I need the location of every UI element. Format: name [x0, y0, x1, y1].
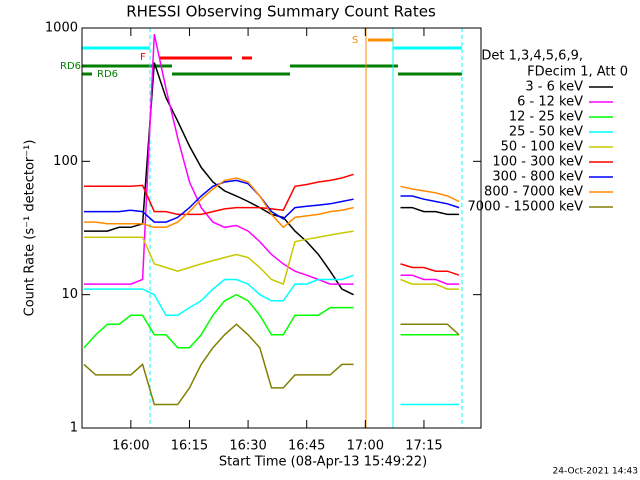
- legend-label: 25 - 50 keV: [509, 125, 583, 140]
- legend-label: 3 - 6 keV: [525, 80, 583, 95]
- legend-label: 6 - 12 keV: [517, 95, 583, 110]
- series-line: [84, 274, 460, 406]
- legend-header: FDecim 1, Att 0: [527, 65, 628, 80]
- x-tick-label: 16:30: [229, 439, 266, 454]
- y-tick-label: 10: [61, 287, 78, 302]
- y-tick-label: 100: [53, 154, 78, 169]
- x-tick-label: 17:15: [405, 439, 442, 454]
- series-line: [84, 177, 460, 229]
- flag-label: F: [140, 52, 146, 63]
- y-tick-label: 1: [70, 421, 78, 436]
- flag-label: RD6: [97, 69, 118, 80]
- y-tick-label: 1000: [45, 21, 78, 36]
- series-line: [83, 323, 460, 406]
- chart-title: RHESSI Observing Summary Count Rates: [126, 3, 436, 21]
- plot-frame: [81, 27, 482, 429]
- x-tick-label: 16:45: [288, 439, 325, 454]
- legend-label: 50 - 100 keV: [501, 140, 584, 155]
- legend-label: 7000 - 15000 keV: [468, 200, 584, 215]
- series-line: [83, 293, 460, 349]
- legend-label: 12 - 25 keV: [509, 110, 583, 125]
- legend-label: 800 - 7000 keV: [484, 185, 583, 200]
- timestamp: 24-Oct-2021 14:43: [553, 467, 638, 477]
- series-line: [84, 173, 460, 276]
- series-line: [84, 33, 460, 285]
- legend-header: Det 1,3,4,5,6,9,: [481, 49, 583, 64]
- y-axis-label: Count Rate (s⁻¹ detector⁻¹): [23, 140, 38, 317]
- x-tick-label: 16:15: [171, 439, 208, 454]
- legend-label: 300 - 800 keV: [492, 170, 583, 185]
- series-line: [84, 62, 460, 296]
- flag-label: S: [352, 35, 358, 46]
- x-axis-label: Start Time (08-Apr-13 15:49:22): [219, 455, 427, 470]
- x-tick-label: 17:00: [347, 439, 384, 454]
- x-tick-label: 16:00: [112, 439, 149, 454]
- series-line: [84, 230, 460, 290]
- flag-label: RD6: [60, 61, 81, 72]
- legend-label: 100 - 300 keV: [492, 155, 583, 170]
